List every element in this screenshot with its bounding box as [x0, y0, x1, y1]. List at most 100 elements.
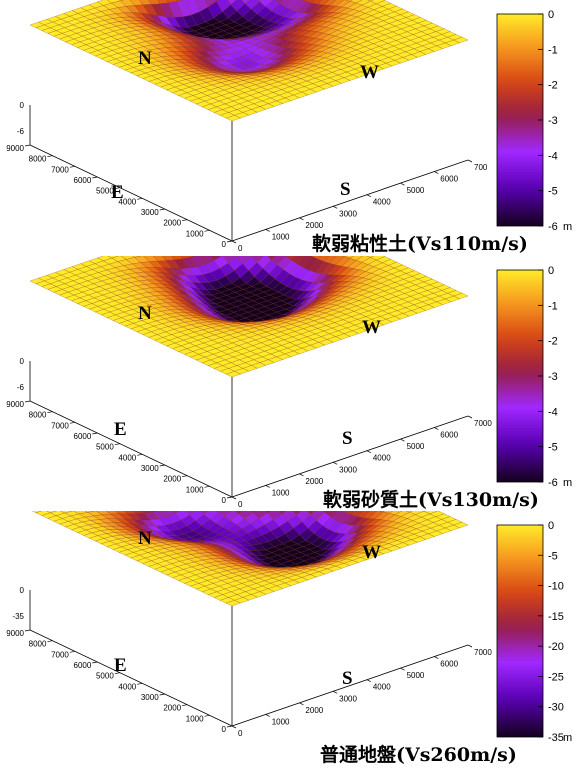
- y-axis-line: [29, 629, 233, 727]
- y-tick-mark: [69, 650, 75, 653]
- y-tick-mark: [47, 155, 53, 158]
- y-tick-label: 5000: [96, 672, 114, 681]
- colorbar-unit: m: [563, 732, 572, 744]
- colorbar-tick-label: 0: [548, 265, 554, 277]
- colorbar-unit: m: [563, 477, 572, 489]
- y-tick-label: 2000: [163, 219, 181, 228]
- y-tick-label: 3000: [141, 464, 159, 473]
- y-tick-label: 3000: [141, 208, 159, 217]
- colorbar-tick-label: -2: [548, 80, 558, 92]
- y-tick-mark: [159, 693, 165, 696]
- x-tick-label: 4000: [373, 683, 391, 692]
- x-tick-mark: [231, 496, 237, 500]
- x-tick-label: 0: [238, 729, 243, 738]
- colorbar-tick-label: -6: [548, 477, 558, 489]
- y-tick-mark: [159, 464, 165, 467]
- y-axis-line: [29, 144, 233, 242]
- colorbar-gradient: [496, 13, 544, 227]
- colorbar-tick-label: -6: [548, 221, 558, 233]
- x-tick-label: 2000: [305, 221, 323, 230]
- y-tick-label: 0: [222, 496, 227, 505]
- x-tick-mark: [467, 644, 473, 648]
- direction-label-south: S: [342, 668, 353, 689]
- x-tick-mark: [467, 159, 473, 163]
- surface-cell: [225, 115, 241, 122]
- y-tick-label: 1000: [186, 485, 204, 494]
- direction-label-north: N: [138, 48, 152, 69]
- y-tick-label: 8000: [29, 411, 47, 420]
- x-tick-label: 5000: [407, 442, 425, 451]
- y-tick-mark: [182, 704, 188, 707]
- x-tick-label: 7000: [474, 419, 492, 428]
- surface-group: 0 1000 2000 3000 4000 5000 6000 7000 0 1000 2000 30…: [6, 511, 492, 738]
- surface-cell: [241, 0, 250, 4]
- colorbar-tick-label: -5: [548, 442, 558, 454]
- x-tick-label: 3000: [339, 465, 357, 474]
- x-tick-mark: [434, 427, 439, 430]
- y-tick-mark: [92, 176, 98, 179]
- y-tick-label: 3000: [141, 693, 159, 702]
- x-tick-mark: [366, 194, 372, 198]
- y-tick-label: 2000: [163, 704, 181, 713]
- x-tick-label: 2000: [305, 706, 323, 715]
- colorbar-tick-label: -3: [548, 371, 558, 383]
- x-tick-label: 5000: [407, 671, 425, 680]
- surface-plot-svg: 0100020003000400050006000700010002000300…: [6, 0, 572, 253]
- direction-label-south: S: [340, 179, 351, 200]
- y-tick-label: 0: [222, 240, 227, 249]
- y-tick-mark: [137, 453, 143, 456]
- colorbar-tick-label: 0: [548, 520, 554, 532]
- y-tick-label: 1000: [186, 714, 204, 723]
- z-tick-label: -6: [17, 383, 25, 392]
- chart-caption: 軟弱粘性土(Vs110m/s): [312, 233, 528, 255]
- direction-label-south: S: [342, 428, 353, 449]
- y-tick-label: 6000: [74, 432, 92, 441]
- x-tick-mark: [366, 679, 372, 683]
- direction-label-west: W: [362, 542, 381, 563]
- y-tick-mark: [24, 144, 31, 147]
- colorbar-tick-label: -20: [548, 641, 564, 653]
- y-tick-mark: [137, 197, 143, 200]
- x-tick-label: 2000: [305, 477, 323, 486]
- surface-cell: [199, 511, 209, 515]
- x-tick-mark: [400, 182, 405, 186]
- chart-caption: 普通地盤(Vs260m/s): [320, 744, 517, 766]
- axis-frame: [29, 590, 469, 727]
- surface-cell: [292, 511, 302, 516]
- surface-group: 0 1000 2000 3000 4000 5000 6000 7000 0 1000 2000 30…: [6, 256, 492, 509]
- x-tick-label: 1000: [272, 488, 290, 497]
- x-tick-label: 7000: [474, 648, 492, 657]
- colorbar-tick-label: -5: [548, 186, 558, 198]
- surface-mesh: [29, 256, 469, 378]
- y-tick-label: 5000: [96, 443, 114, 452]
- x-tick-mark: [400, 667, 405, 671]
- x-tick-mark: [265, 714, 270, 717]
- x-tick-mark: [434, 656, 439, 659]
- y-tick-mark: [47, 411, 53, 414]
- x-tick-label: 1000: [272, 232, 290, 241]
- y-tick-label: 6000: [74, 176, 92, 185]
- surface-mesh: [29, 0, 469, 122]
- y-tick-label: 8000: [29, 640, 47, 649]
- y-tick-mark: [137, 682, 143, 685]
- axis-frame: [29, 361, 469, 498]
- y-tick-label: 9000: [6, 400, 24, 409]
- x-tick-label: 700: [474, 163, 488, 172]
- x-tick-label: 3000: [339, 694, 357, 703]
- x-tick-label: 5000: [407, 186, 425, 195]
- y-tick-label: 7000: [51, 650, 69, 659]
- y-tick-mark: [182, 475, 188, 478]
- surface-cell: [322, 511, 327, 513]
- colorbar-tick-label: -15: [548, 611, 564, 623]
- colorbar: 0 -5 -10 -15 -20 -25 -30 -35 m: [496, 520, 572, 744]
- surface-cell: [216, 511, 221, 513]
- direction-label-east: E: [114, 419, 127, 440]
- x-tick-mark: [332, 205, 338, 209]
- y-tick-mark: [182, 219, 188, 222]
- surface-cell: [265, 511, 271, 514]
- colorbar: 0 -1 -2 -3 -4 -5 -6 m: [496, 9, 572, 233]
- x-tick-mark: [265, 229, 270, 232]
- colorbar-tick-label: -3: [548, 115, 558, 127]
- colorbar-gradient: [496, 524, 544, 738]
- z-tick-label: -6: [17, 127, 25, 136]
